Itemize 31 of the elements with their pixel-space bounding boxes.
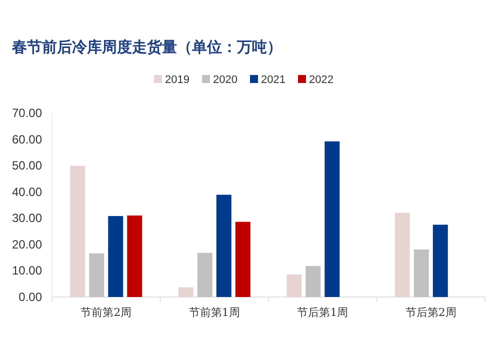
legend-label: 2021 — [261, 74, 286, 86]
bar — [394, 212, 410, 297]
bar — [197, 252, 212, 297]
x-tick-label: 节前第1周 — [188, 306, 240, 319]
y-tick-label: 20.00 — [12, 237, 42, 252]
y-tick-label: 10.00 — [12, 264, 42, 278]
bar — [432, 224, 448, 297]
y-tick-label: 0.00 — [18, 290, 42, 304]
bar — [108, 216, 124, 297]
chart-title: 春节前后冷库周度走货量（单位：万吨） — [11, 38, 282, 56]
y-tick-label: 50.00 — [12, 158, 42, 173]
bar — [216, 194, 232, 297]
y-tick-label: 70.00 — [12, 106, 42, 120]
legend-label: 2019 — [165, 74, 190, 86]
bar — [414, 249, 429, 297]
x-tick-label: 节前第2周 — [80, 306, 132, 319]
x-tick-label: 节后第2周 — [405, 306, 456, 319]
bar — [89, 253, 104, 297]
bar — [127, 216, 142, 297]
bar — [286, 274, 302, 297]
bar — [235, 222, 250, 297]
legend-label: 2020 — [213, 74, 238, 86]
y-tick-label: 30.00 — [12, 211, 42, 226]
legend-label: 2022 — [309, 74, 334, 86]
x-tick-label: 节后第1周 — [297, 306, 348, 319]
bar — [70, 166, 86, 297]
bar — [306, 266, 321, 297]
bar — [324, 141, 340, 297]
bar — [178, 287, 194, 297]
y-tick-label: 60.00 — [12, 132, 42, 146]
y-tick-label: 40.00 — [12, 184, 42, 199]
